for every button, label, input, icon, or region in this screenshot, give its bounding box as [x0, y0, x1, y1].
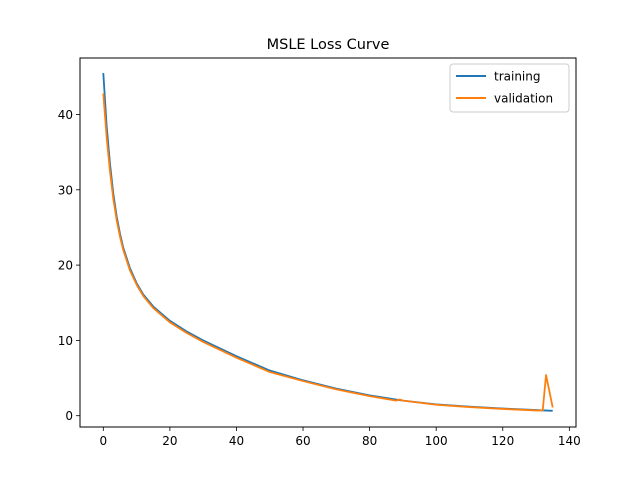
y-tick-label: 10 [58, 334, 73, 348]
series-layer [102, 73, 554, 412]
y-tick-label: 30 [58, 183, 73, 197]
legend-label-training: training [494, 70, 541, 84]
x-tick-label: 40 [229, 434, 244, 448]
y-tick-label: 20 [58, 259, 73, 273]
x-axis: 0 20 40 60 80 100 120 140 [99, 427, 581, 448]
y-tick-label: 40 [58, 108, 73, 122]
x-tick-label: 0 [99, 434, 107, 448]
legend-label-validation: validation [494, 92, 553, 106]
chart-title: MSLE Loss Curve [267, 37, 390, 53]
x-tick-label: 20 [162, 434, 177, 448]
plot-frame [79, 57, 577, 428]
legend: training validation [449, 63, 570, 113]
x-tick-label: 100 [425, 434, 448, 448]
x-tick-label: 120 [491, 434, 514, 448]
x-tick-label: 60 [295, 434, 310, 448]
y-tick-label: 0 [65, 409, 73, 423]
x-tick-label: 140 [558, 434, 581, 448]
y-axis: 0 10 20 30 40 [58, 108, 80, 423]
series-line-validation [102, 93, 554, 412]
x-tick-label: 80 [362, 434, 377, 448]
